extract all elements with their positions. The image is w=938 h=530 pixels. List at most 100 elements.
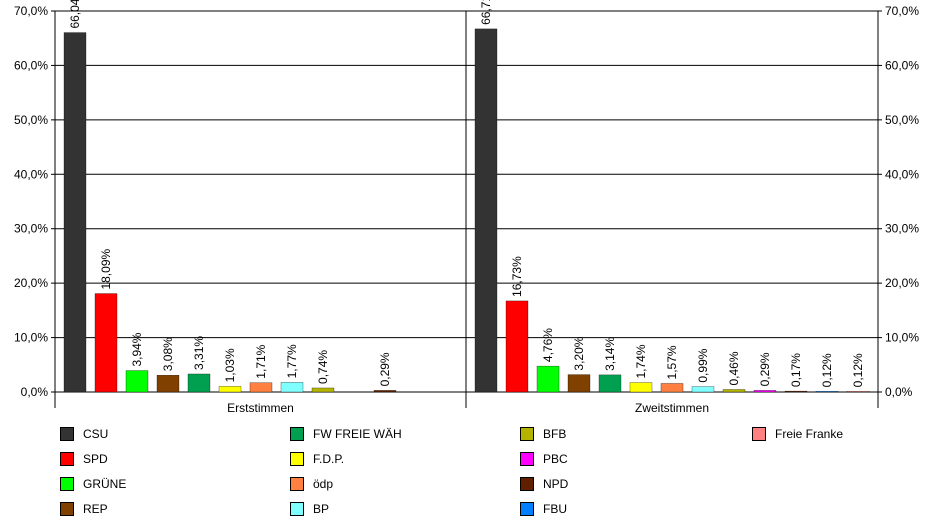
legend-swatch: [752, 427, 766, 441]
legend-label: F.D.P.: [313, 452, 345, 466]
legend-label: ödp: [313, 477, 334, 491]
bar-1-5: [629, 382, 653, 393]
legend-item: SPD: [60, 451, 108, 467]
legend-swatch: [520, 477, 534, 491]
bar-0-5: [218, 386, 242, 393]
data-label: 3,20%: [572, 336, 586, 370]
legend-item: BFB: [520, 426, 566, 442]
data-label: 4,76%: [541, 328, 555, 362]
bar-0-8: [311, 387, 335, 393]
data-label: 3,31%: [192, 336, 206, 370]
y-tick-label-right: 50,0%: [885, 113, 919, 127]
bar-1-7: [691, 386, 715, 393]
data-label: 66,71%: [479, 0, 493, 25]
legend-swatch: [290, 452, 304, 466]
data-label: 3,14%: [603, 337, 617, 371]
legend-swatch: [60, 502, 74, 516]
legend-swatch: [290, 477, 304, 491]
x-group-label: Erststimmen: [227, 401, 294, 415]
y-tick-label-left: 0,0%: [21, 385, 49, 399]
legend-label: REP: [83, 502, 108, 516]
data-label: 0,46%: [727, 351, 741, 385]
legend-swatch: [60, 477, 74, 491]
y-tick-label-left: 30,0%: [14, 222, 48, 236]
y-tick-label-right: 30,0%: [885, 222, 919, 236]
legend-item: Freie Franke: [752, 426, 843, 442]
legend-label: BFB: [543, 427, 567, 441]
bar-0-3: [156, 375, 180, 393]
bar-0-2: [125, 370, 149, 393]
data-label: 1,74%: [634, 344, 648, 378]
legend-item: NPD: [520, 476, 568, 492]
legend-label: FW FREIE WÄH: [313, 427, 402, 441]
legend-item: CSU: [60, 426, 108, 442]
x-group-label: Zweitstimmen: [635, 401, 709, 415]
election-bar-chart: 0,0% 0,0% 10,0% 10,0% 20,0% 20,0% 30,0% 30,0% 40…: [14, 0, 919, 415]
bar-1-6: [660, 383, 684, 393]
y-tick-label-left: 60,0%: [14, 58, 48, 72]
data-label: 18,09%: [99, 249, 113, 290]
legend-label: Freie Franke: [775, 427, 844, 441]
data-label: 0,12%: [820, 353, 834, 387]
data-label: 1,71%: [254, 344, 268, 378]
data-label: 0,29%: [378, 352, 392, 386]
y-tick-label-left: 40,0%: [14, 167, 48, 181]
bar-1-8: [722, 389, 746, 393]
data-label: 1,03%: [223, 348, 237, 382]
data-label: 0,17%: [789, 353, 803, 387]
legend-label: NPD: [543, 477, 569, 491]
y-tick-label-right: 20,0%: [885, 276, 919, 290]
bar-0-0: [63, 32, 87, 393]
bar-0-6: [249, 382, 273, 393]
legend-swatch: [520, 502, 534, 516]
y-tick-label-right: 0,0%: [885, 385, 913, 399]
legend-swatch: [520, 452, 534, 466]
bar-0-1: [94, 293, 118, 393]
data-label: 0,74%: [316, 350, 330, 384]
data-label: 0,99%: [696, 348, 710, 382]
data-label: 1,77%: [285, 344, 299, 378]
legend-item: F.D.P.: [290, 451, 344, 467]
data-label: 66,04%: [68, 0, 82, 29]
bar-1-3: [567, 374, 591, 393]
y-tick-label-left: 10,0%: [14, 331, 48, 345]
y-tick-label-right: 70,0%: [885, 4, 919, 18]
legend-swatch: [290, 427, 304, 441]
legend-item: GRÜNE: [60, 476, 126, 492]
y-tick-label-right: 40,0%: [885, 167, 919, 181]
bar-0-4: [187, 373, 211, 393]
data-label: 3,94%: [130, 332, 144, 366]
y-tick-label-left: 70,0%: [14, 4, 48, 18]
legend-label: FBU: [543, 502, 567, 516]
legend-item: ödp: [290, 476, 333, 492]
data-label: 16,73%: [510, 256, 524, 297]
bar-1-2: [536, 365, 560, 393]
legend-item: PBC: [520, 451, 568, 467]
legend-item: BP: [290, 501, 329, 517]
legend-item: REP: [60, 501, 108, 517]
bar-0-10: [373, 390, 397, 393]
legend-label: PBC: [543, 452, 568, 466]
legend-swatch: [60, 452, 74, 466]
legend-label: CSU: [83, 427, 109, 441]
legend-item: FW FREIE WÄH: [290, 426, 402, 442]
bar-1-10: [784, 390, 808, 393]
legend-label: BP: [313, 502, 330, 516]
bar-1-11: [815, 391, 839, 393]
bar-0-7: [280, 382, 304, 393]
y-tick-label-left: 50,0%: [14, 113, 48, 127]
legend-item: FBU: [520, 501, 567, 517]
legend-label: GRÜNE: [83, 477, 127, 491]
bar-1-0: [474, 28, 498, 393]
legend-swatch: [520, 427, 534, 441]
bar-1-4: [598, 374, 622, 393]
bar-1-12: [846, 391, 870, 393]
bar-1-1: [505, 300, 529, 393]
y-tick-label-right: 10,0%: [885, 331, 919, 345]
data-label: 1,57%: [665, 345, 679, 379]
legend-swatch: [60, 427, 74, 441]
data-label: 0,12%: [851, 353, 865, 387]
legend-label: SPD: [83, 452, 108, 466]
bar-1-9: [753, 390, 777, 393]
y-tick-label-left: 20,0%: [14, 276, 48, 290]
